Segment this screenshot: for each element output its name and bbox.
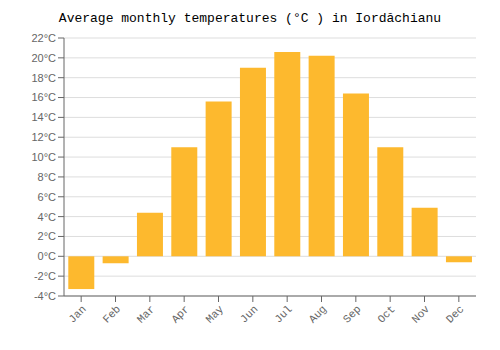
html-text:Average monthly temperatures (: Average monthly temperatures (°C ) in Io… <box>58 11 442 26</box>
svg-text:16°C: 16°C <box>31 91 56 103</box>
svg-text:14°C: 14°C <box>31 111 56 123</box>
svg-text:Oct: Oct <box>375 303 397 325</box>
svg-text:18°C: 18°C <box>31 72 56 84</box>
svg-text:4°C: 4°C <box>38 211 57 223</box>
svg-text:Apr: Apr <box>169 303 191 325</box>
svg-text:-2°C: -2°C <box>34 270 56 282</box>
svg-text:-4°C: -4°C <box>34 290 56 302</box>
svg-text:10°C: 10°C <box>31 151 56 163</box>
svg-text:0°C: 0°C <box>38 250 57 262</box>
svg-text:Dec: Dec <box>444 303 466 325</box>
svg-text:8°C: 8°C <box>38 171 57 183</box>
svg-text:Feb: Feb <box>101 303 123 325</box>
svg-text:Aug: Aug <box>307 303 329 325</box>
svg-text:20°C: 20°C <box>31 52 56 64</box>
svg-text:Nov: Nov <box>410 303 433 326</box>
svg-text:Sep: Sep <box>341 303 363 325</box>
svg-text:Jul: Jul <box>272 303 294 325</box>
svg-text:Mar: Mar <box>135 303 157 325</box>
svg-text:12°C: 12°C <box>31 131 56 143</box>
svg-text:2°C: 2°C <box>38 230 57 242</box>
svg-text:Jan: Jan <box>66 303 88 325</box>
svg-text:22°C: 22°C <box>31 32 56 44</box>
svg-text:Jun: Jun <box>238 303 260 325</box>
svg-text:6°C: 6°C <box>38 191 57 203</box>
svg-text:May: May <box>204 303 227 326</box>
